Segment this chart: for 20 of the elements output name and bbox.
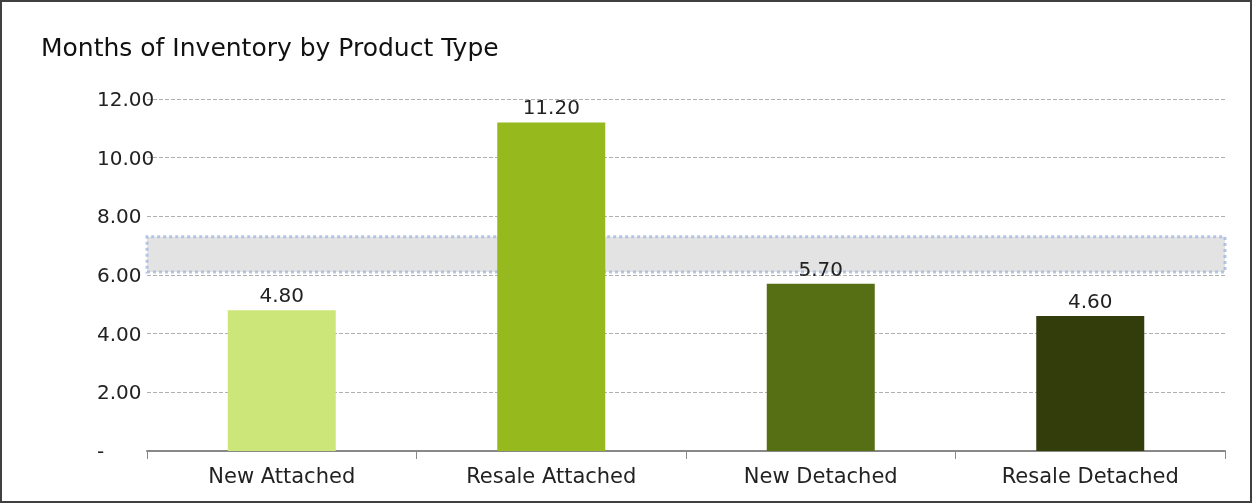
x-tick-label: New Detached <box>743 463 898 488</box>
y-tick-label: 10.00 <box>97 145 155 170</box>
data-label: 5.70 <box>798 256 844 281</box>
chart-title: Months of Inventory by Product Type <box>41 33 499 62</box>
data-label: 4.80 <box>259 283 305 308</box>
bar <box>227 310 336 451</box>
y-tick-label: 4.00 <box>97 321 142 346</box>
y-tick-label: 12.00 <box>97 87 155 111</box>
y-tick-label: - <box>97 439 105 463</box>
x-tick-label: Resale Detached <box>1001 463 1179 488</box>
y-tick-label: 6.00 <box>97 263 142 287</box>
bar <box>1036 316 1145 451</box>
bar <box>497 122 606 451</box>
y-tick-label: 8.00 <box>97 204 142 229</box>
data-label: 11.20 <box>522 95 580 120</box>
y-tick-label: 2.00 <box>97 380 142 405</box>
data-label: 4.60 <box>1067 289 1113 314</box>
x-tick-label: Resale Attached <box>466 463 637 488</box>
x-tick-label: New Attached <box>208 463 356 488</box>
bar <box>766 283 875 451</box>
